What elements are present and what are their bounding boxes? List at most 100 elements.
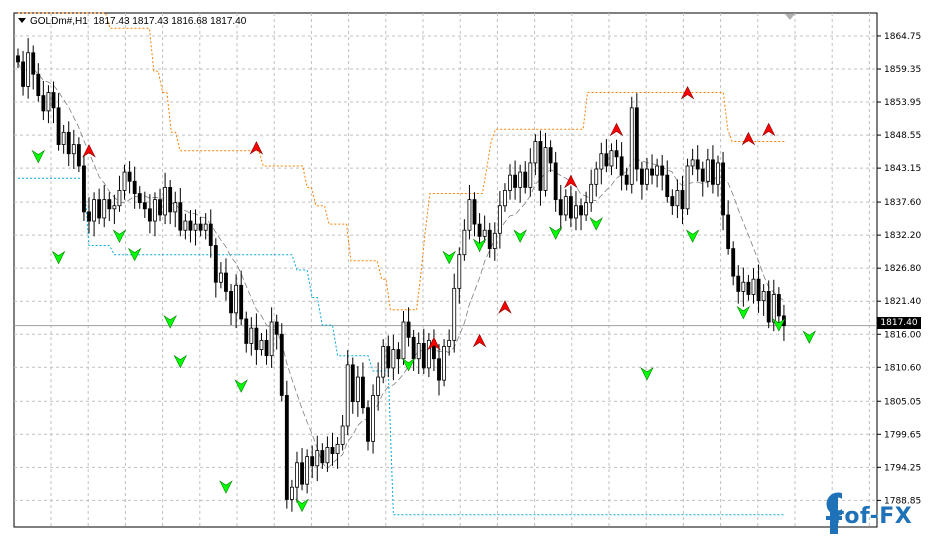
dropdown-triangle-icon[interactable] (18, 18, 26, 23)
candle-body (366, 407, 370, 442)
bands (17, 12, 785, 516)
candle-body (173, 202, 178, 213)
candle-body (665, 174, 670, 197)
candle-body (31, 52, 36, 75)
y-tick-label: 1799.65 (884, 430, 921, 440)
up-arrow-icon (680, 85, 695, 100)
down-arrow-icon (772, 318, 786, 332)
y-tick-label: 1853.95 (884, 98, 921, 108)
up-arrow-icon (82, 144, 96, 158)
candle-body (685, 165, 690, 210)
candle-body (71, 144, 76, 155)
up-arrow-icon (761, 122, 776, 137)
y-tick-label: 1810.60 (884, 363, 921, 373)
candle-body (224, 272, 228, 292)
y-tick-label: 1794.25 (884, 463, 921, 473)
candle-body (315, 450, 320, 467)
candle-body (137, 193, 142, 204)
y-tick-label: 1821.40 (884, 297, 921, 307)
candle-body (695, 159, 700, 170)
candle-body (208, 223, 213, 246)
candle-body (289, 486, 294, 500)
candle-body (426, 339, 431, 369)
candle-body (350, 364, 355, 402)
candle-body (492, 232, 497, 249)
candle-body (21, 61, 25, 87)
y-tick-label: 1864.75 (884, 32, 921, 42)
candle-body (482, 229, 487, 237)
down-arrow-icon (173, 354, 188, 369)
candle-body (117, 190, 122, 207)
candle-body (325, 447, 330, 464)
candle-body (112, 205, 117, 210)
candle-body (675, 190, 680, 207)
candle-body (518, 171, 523, 188)
candle-body (381, 346, 386, 378)
candle-body (655, 165, 660, 176)
down-arrow-icon (234, 379, 248, 393)
candle-body (568, 196, 573, 219)
candle-body (553, 162, 558, 201)
candle-body (599, 153, 604, 170)
candle-body (376, 376, 381, 396)
y-tick-label: 1788.85 (884, 496, 921, 506)
candle-body (523, 171, 528, 188)
candle-body (645, 168, 649, 185)
candle-body (609, 150, 614, 167)
candle-body (56, 107, 61, 145)
candle-body (487, 229, 492, 249)
candle-body (761, 291, 766, 301)
candle-body (320, 450, 325, 464)
y-tick-label: 1816.00 (884, 330, 921, 340)
candle-body (705, 159, 710, 182)
candle-body (619, 156, 624, 176)
up-arrow-icon (741, 131, 756, 146)
candle-body (726, 214, 731, 249)
candle-body (650, 168, 654, 176)
candle-body (771, 294, 776, 323)
candle-body (721, 162, 725, 216)
candle-body (188, 220, 193, 231)
down-arrow-icon (442, 250, 456, 265)
mid-line (17, 61, 785, 470)
candle-body (244, 318, 249, 344)
candle-body (624, 174, 629, 185)
scroll-marker-icon (785, 14, 795, 20)
candle-body (97, 199, 102, 219)
candle-body (508, 174, 512, 191)
candle-body (574, 205, 578, 219)
upper-band-line (18, 12, 785, 311)
candle-body (183, 220, 188, 231)
candle-body (51, 92, 56, 109)
candle-body (589, 183, 594, 204)
down-arrow-icon (295, 498, 309, 513)
candle-body (421, 343, 426, 369)
candle-body (300, 462, 304, 485)
candle-body (543, 147, 548, 191)
grid (13, 12, 878, 528)
candle-body (158, 199, 162, 216)
symbol-label: GOLDm#,H1 (30, 16, 88, 27)
candle-body (391, 349, 396, 369)
down-arrow-icon (401, 357, 416, 372)
candle-body (147, 208, 152, 222)
candle-body (153, 199, 157, 222)
candle-body (594, 168, 599, 185)
candle-body (396, 349, 401, 360)
candle-body (371, 395, 375, 442)
candle-body (229, 291, 233, 314)
down-arrow-icon (127, 247, 142, 262)
prof-fx-logo-icon (826, 492, 842, 534)
candle-body (163, 186, 168, 216)
candle-body (457, 254, 462, 289)
down-arrow-icon (472, 238, 487, 253)
down-arrow-icon (685, 229, 700, 243)
candle-body (477, 223, 482, 237)
candle-body (604, 153, 609, 167)
candle-body (102, 199, 107, 219)
candle-body (92, 199, 97, 222)
candle-body (16, 55, 20, 63)
candle-body (269, 321, 274, 357)
